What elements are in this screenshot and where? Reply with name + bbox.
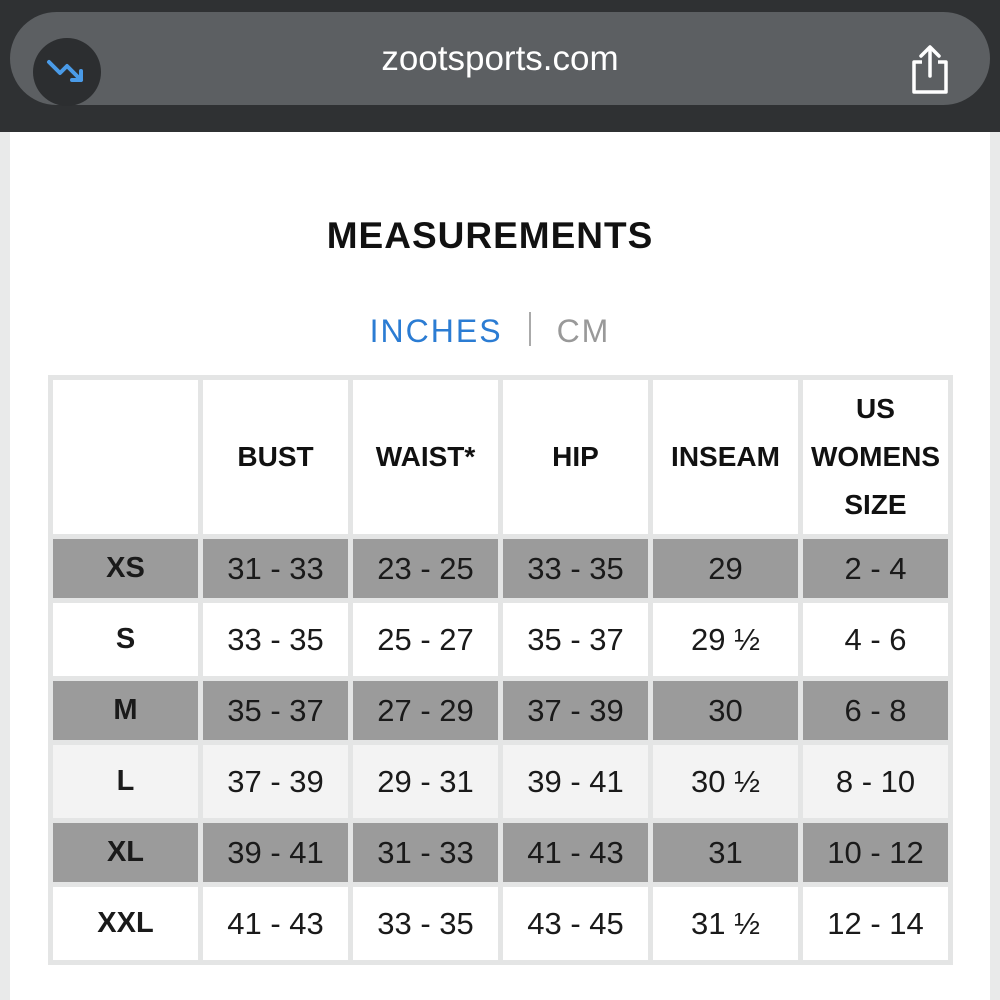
header-row: BUST WAIST* HIP INSEAM US WOMENS SIZE bbox=[53, 380, 948, 534]
header-cell: HIP bbox=[503, 380, 648, 534]
address-bar[interactable]: zootsports.com bbox=[10, 12, 990, 106]
size-label: S bbox=[53, 603, 198, 676]
table-cell: 27 - 29 bbox=[353, 681, 498, 740]
table-cell: 35 - 37 bbox=[203, 681, 348, 740]
table-cell: 31 ½ bbox=[653, 887, 798, 960]
reader-icon[interactable] bbox=[33, 38, 101, 106]
table-cell: 10 - 12 bbox=[803, 823, 948, 882]
table-cell: 35 - 37 bbox=[503, 603, 648, 676]
table-cell: 25 - 27 bbox=[353, 603, 498, 676]
table-cell: 8 - 10 bbox=[803, 745, 948, 818]
table-cell: 30 ½ bbox=[653, 745, 798, 818]
table-cell: 30 bbox=[653, 681, 798, 740]
table-cell: 2 - 4 bbox=[803, 539, 948, 598]
size-table: BUST WAIST* HIP INSEAM US WOMENS SIZE XS 31 -… bbox=[48, 375, 953, 965]
page-title: MEASUREMENTS bbox=[326, 215, 654, 256]
header-cell: US WOMENS SIZE bbox=[803, 380, 948, 534]
table-cell: 31 - 33 bbox=[353, 823, 498, 882]
table-row: XXL 41 - 43 33 - 35 43 - 45 31 ½ 12 - 14 bbox=[53, 887, 948, 960]
table-cell: 37 - 39 bbox=[503, 681, 648, 740]
table-cell: 39 - 41 bbox=[203, 823, 348, 882]
header-cell: INSEAM bbox=[653, 380, 798, 534]
size-label: XXL bbox=[53, 887, 198, 960]
table-row: M 35 - 37 27 - 29 37 - 39 30 6 - 8 bbox=[53, 681, 948, 740]
table-cell: 41 - 43 bbox=[503, 823, 648, 882]
table-cell: 33 - 35 bbox=[503, 539, 648, 598]
share-button[interactable] bbox=[908, 44, 952, 96]
table-row: XS 31 - 33 23 - 25 33 - 35 29 2 - 4 bbox=[53, 539, 948, 598]
browser-bar: zootsports.com bbox=[0, 0, 1000, 132]
table-cell: 37 - 39 bbox=[203, 745, 348, 818]
size-label: M bbox=[53, 681, 198, 740]
table-row: XL 39 - 41 31 - 33 41 - 43 31 10 - 12 bbox=[53, 823, 948, 882]
table-cell: 31 - 33 bbox=[203, 539, 348, 598]
header-cell bbox=[53, 380, 198, 534]
size-label: XS bbox=[53, 539, 198, 598]
table-cell: 29 ½ bbox=[653, 603, 798, 676]
unit-toggle: INCHES CM bbox=[0, 312, 980, 350]
header-cell: BUST bbox=[203, 380, 348, 534]
table-cell: 6 - 8 bbox=[803, 681, 948, 740]
table-cell: 29 bbox=[653, 539, 798, 598]
table-cell: 29 - 31 bbox=[353, 745, 498, 818]
url[interactable]: zootsports.com bbox=[381, 39, 619, 78]
unit-option[interactable]: INCHES bbox=[369, 313, 503, 349]
size-label: XL bbox=[53, 823, 198, 882]
table-cell: 39 - 41 bbox=[503, 745, 648, 818]
table-cell: 4 - 6 bbox=[803, 603, 948, 676]
table-cell: 41 - 43 bbox=[203, 887, 348, 960]
table-cell: 31 bbox=[653, 823, 798, 882]
header-cell: WAIST* bbox=[353, 380, 498, 534]
separator bbox=[528, 312, 531, 346]
table-cell: 33 - 35 bbox=[353, 887, 498, 960]
size-label: L bbox=[53, 745, 198, 818]
unit-option[interactable]: CM bbox=[556, 313, 611, 349]
table-cell: 43 - 45 bbox=[503, 887, 648, 960]
table-cell: 12 - 14 bbox=[803, 887, 948, 960]
table-cell: 23 - 25 bbox=[353, 539, 498, 598]
table-cell: 33 - 35 bbox=[203, 603, 348, 676]
